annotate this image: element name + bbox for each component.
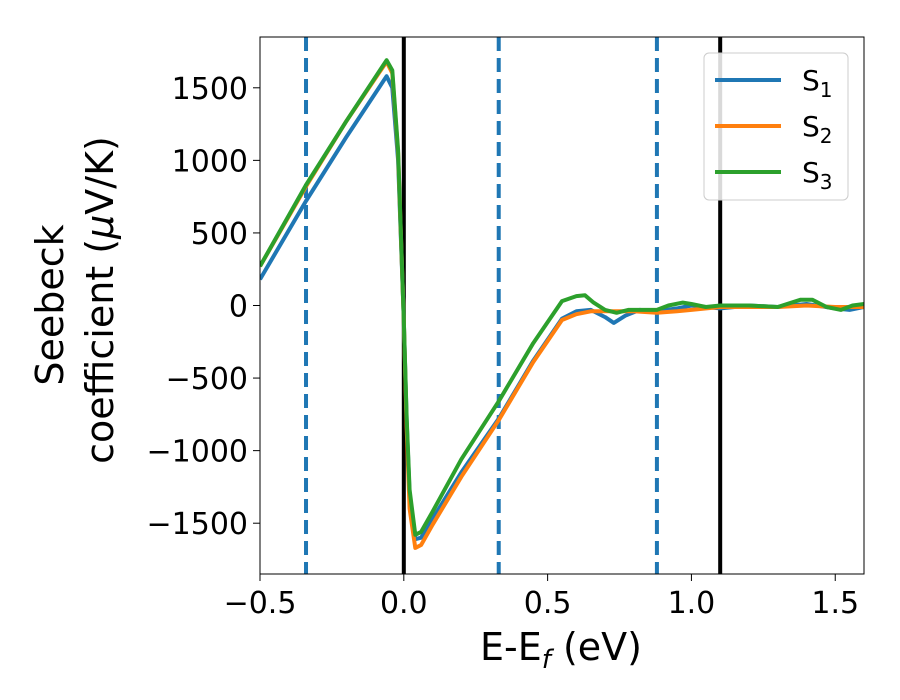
y-tick-label: 1000 [172,144,248,179]
x-tick-label: 1.0 [668,586,716,621]
x-tick-label: −0.5 [224,586,297,621]
y-axis-label-line2: coefficient (μV/K) [78,136,122,464]
legend-label-s1: S1 [802,64,833,102]
y-tick-label: 0 [229,290,248,325]
legend-label-s3: S3 [802,156,833,194]
x-tick-label: 0.5 [524,586,572,621]
series-line-s3 [260,58,864,537]
legend-label-s2: S2 [802,110,833,148]
x-tick-label: 0.0 [380,586,428,621]
y-tick-label: −1500 [147,507,248,542]
y-tick-label: −1000 [147,435,248,470]
series-group [260,58,864,550]
x-axis: −0.5 0.0 0.5 1.0 1.5 [224,574,859,621]
y-axis: −1500 −1000 −500 0 500 1000 1500 [147,72,260,542]
y-tick-label: 500 [191,217,248,252]
y-tick-label: −500 [166,362,248,397]
y-tick-label: 1500 [172,72,248,107]
y-axis-label-line1: Seebeck [28,224,72,385]
x-axis-label: E-Ef (eV) [480,625,642,675]
x-tick-label: 1.5 [811,586,859,621]
legend: S1 S2 S3 [703,52,849,201]
